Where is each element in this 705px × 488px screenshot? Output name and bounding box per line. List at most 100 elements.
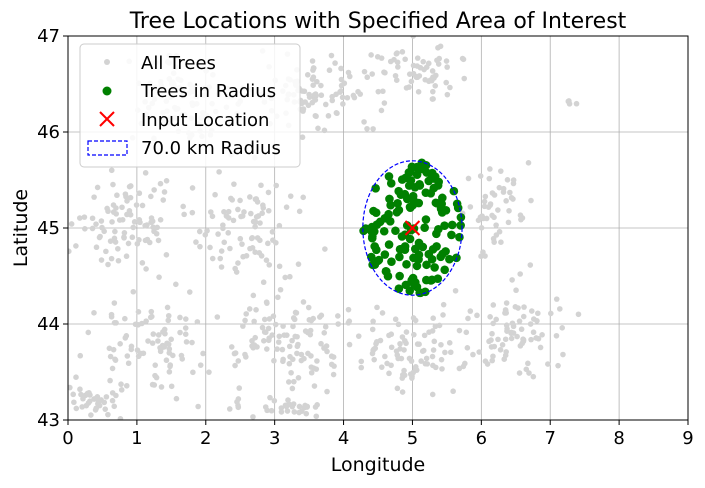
all-tree-point — [193, 239, 199, 245]
tree-in-radius-point — [402, 221, 412, 230]
all-tree-point — [420, 347, 427, 354]
all-tree-point — [517, 212, 524, 219]
all-tree-point — [275, 294, 281, 301]
all-tree-point — [399, 389, 406, 395]
all-tree-point — [276, 333, 283, 340]
all-tree-point — [560, 351, 566, 358]
all-tree-point — [88, 412, 94, 418]
all-tree-point — [444, 91, 451, 98]
tree-in-radius-point — [422, 260, 431, 270]
all-tree-point — [530, 316, 537, 322]
all-tree-point — [443, 58, 450, 64]
all-tree-point — [162, 330, 168, 337]
all-tree-point — [372, 345, 379, 352]
all-tree-point — [263, 299, 270, 305]
all-tree-point — [294, 333, 300, 340]
all-tree-point — [425, 60, 432, 67]
all-tree-point — [303, 410, 310, 417]
all-tree-point — [444, 64, 450, 70]
all-tree-point — [123, 193, 129, 200]
all-tree-point — [134, 240, 141, 247]
tree-in-radius-point — [416, 288, 425, 298]
all-tree-point — [325, 113, 332, 119]
all-tree-point — [414, 55, 421, 61]
all-tree-point — [265, 207, 272, 214]
all-tree-point — [403, 329, 410, 335]
all-tree-point — [313, 413, 320, 420]
all-tree-point — [89, 215, 96, 222]
all-tree-point — [526, 370, 532, 376]
x-tick-label: 8 — [613, 428, 624, 449]
tree-in-radius-point — [385, 194, 394, 204]
x-tick-label: 3 — [269, 428, 280, 449]
all-tree-point — [395, 321, 402, 328]
all-tree-point — [289, 337, 295, 344]
tree-in-radius-point — [421, 215, 431, 224]
y-tick-label: 44 — [37, 314, 60, 335]
all-tree-point — [287, 193, 294, 199]
all-tree-point — [555, 362, 561, 369]
all-tree-point — [85, 400, 92, 406]
all-tree-point — [310, 67, 316, 73]
all-tree-point — [98, 218, 105, 224]
all-tree-point — [406, 71, 413, 77]
all-tree-point — [152, 372, 158, 379]
x-tick-label: 1 — [131, 428, 142, 449]
tree-in-radius-point — [402, 260, 411, 269]
all-tree-point — [461, 75, 468, 82]
all-tree-point — [335, 313, 341, 319]
all-tree-point — [156, 274, 162, 280]
all-tree-point — [502, 307, 509, 313]
all-tree-point — [346, 318, 353, 324]
all-tree-point — [456, 365, 463, 372]
all-tree-point — [381, 100, 388, 106]
all-tree-point — [289, 403, 296, 410]
all-tree-point — [235, 206, 241, 213]
all-tree-point — [324, 388, 330, 395]
all-tree-point — [310, 74, 317, 81]
all-tree-point — [388, 344, 395, 351]
tree-in-radius-point — [401, 173, 411, 183]
all-tree-point — [497, 168, 504, 174]
tree-in-radius-point — [395, 252, 404, 262]
all-tree-point — [465, 315, 471, 322]
all-tree-point — [502, 336, 509, 343]
all-tree-point — [429, 391, 436, 398]
x-tick-label: 0 — [62, 428, 73, 449]
all-tree-point — [225, 230, 232, 236]
all-tree-point — [170, 352, 176, 359]
all-tree-point — [467, 204, 474, 210]
all-tree-point — [530, 373, 537, 380]
tree-in-radius-point — [391, 226, 400, 236]
all-tree-point — [266, 262, 273, 268]
all-tree-point — [371, 356, 377, 363]
all-tree-point — [73, 374, 79, 381]
trees-in-radius-points — [359, 158, 466, 298]
all-tree-point — [122, 315, 128, 322]
all-tree-point — [189, 209, 196, 216]
tree-in-radius-point — [447, 230, 456, 240]
tree-in-radius-point — [447, 220, 457, 230]
all-tree-point — [412, 364, 419, 370]
all-tree-point — [314, 358, 320, 364]
all-tree-point — [318, 340, 324, 347]
all-tree-point — [477, 173, 484, 179]
all-tree-point — [391, 56, 397, 63]
all-tree-point — [236, 385, 243, 391]
tree-in-radius-point — [422, 168, 431, 177]
all-tree-point — [528, 336, 534, 343]
all-tree-point — [98, 257, 105, 263]
legend-marker-all-trees — [104, 59, 110, 65]
all-tree-point — [86, 389, 92, 396]
all-tree-point — [247, 245, 253, 252]
all-tree-point — [318, 312, 325, 319]
all-tree-point — [112, 239, 119, 245]
all-tree-point — [483, 215, 490, 222]
all-tree-point — [463, 329, 470, 336]
all-tree-point — [250, 218, 257, 225]
all-tree-point — [165, 317, 172, 324]
all-tree-point — [163, 177, 170, 184]
all-tree-point — [322, 246, 328, 252]
x-axis-label: Longitude — [331, 454, 426, 476]
all-tree-point — [235, 260, 241, 266]
